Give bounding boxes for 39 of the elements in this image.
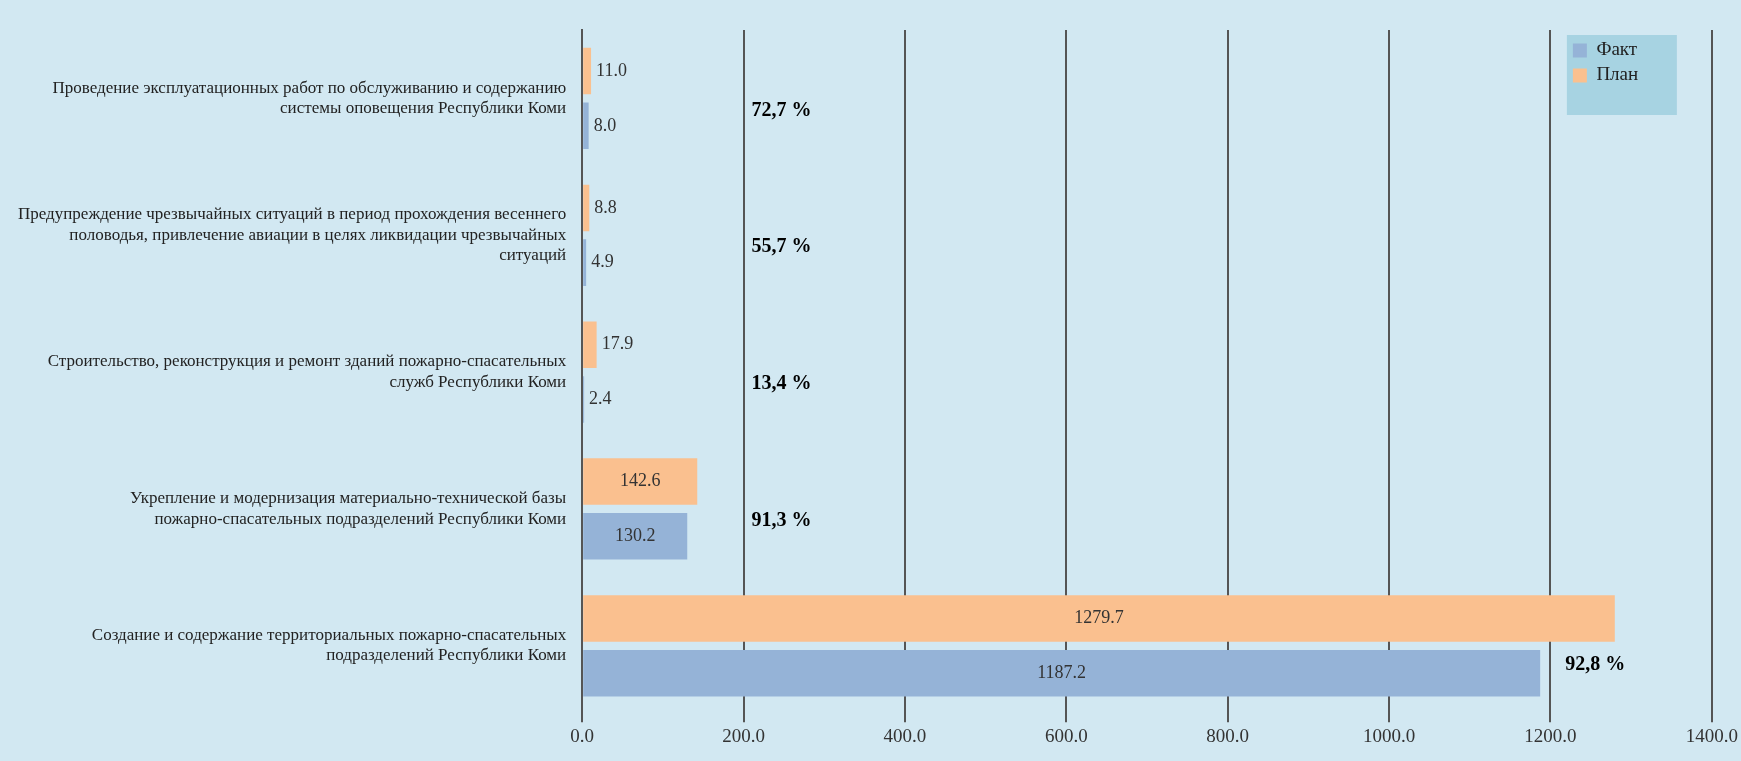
bar	[583, 458, 698, 505]
x-tick-label: 0.0	[570, 724, 595, 746]
legend-label: План	[1596, 63, 1639, 85]
y-tick-label: Предупреждение чрезвычайных ситуаций в период прохождения весеннего половодья, привлечение авиации в целях ликвидации чрезвычайных ситуаций	[18, 204, 567, 265]
x-tick-label: 600.0	[1044, 724, 1088, 746]
annotation: 72,7 %	[751, 97, 812, 120]
data-label: 1279.7	[1074, 607, 1124, 628]
data-label: 4.9	[591, 251, 614, 272]
x-tick-label: 400.0	[883, 724, 927, 746]
x-tick-label: 1000.0	[1362, 724, 1416, 746]
data-label: 8.8	[594, 196, 617, 217]
y-tick-label: Проведение эксплуатационных работ по обслуживанию и содержанию системы оповещения Республики Коми	[52, 77, 567, 118]
y-tick-label: Строительство, реконструкция и ремонт зданий пожарно-спасательных служб Республики Коми	[47, 351, 567, 391]
x-tick-label: 800.0	[1206, 724, 1250, 746]
legend-label: Факт	[1596, 38, 1638, 60]
y-tick-label: Укрепление и модернизация материально-технической базы пожарно-спасательных подразделений Республики Коми	[130, 488, 567, 528]
annotation: 13,4 %	[751, 371, 812, 394]
bar	[583, 102, 589, 150]
bar	[583, 184, 590, 232]
annotation: 91,3 %	[751, 508, 812, 531]
annotation: 92,8 %	[1565, 652, 1626, 675]
data-label: 130.2	[614, 525, 656, 546]
y-tick-label: Создание и содержание территориальных пожарно-спасательных подразделений Республики Коми	[91, 625, 567, 665]
bar	[583, 649, 1541, 697]
bar	[583, 595, 1615, 642]
data-label: 142.6	[619, 470, 661, 491]
data-label: 2.4	[589, 388, 612, 409]
annotation: 55,7 %	[751, 234, 812, 257]
data-label: 17.9	[601, 333, 634, 354]
bar	[583, 321, 597, 368]
bar	[583, 239, 587, 286]
bar	[583, 47, 592, 95]
bar	[583, 513, 688, 560]
data-label: 11.0	[596, 59, 627, 80]
data-label: 1187.2	[1037, 661, 1087, 682]
data-label: 8.0	[593, 114, 617, 135]
x-tick-label: 1200.0	[1524, 724, 1577, 746]
x-tick-label: 200.0	[722, 724, 765, 746]
x-tick-label: 1400.0	[1685, 724, 1738, 746]
